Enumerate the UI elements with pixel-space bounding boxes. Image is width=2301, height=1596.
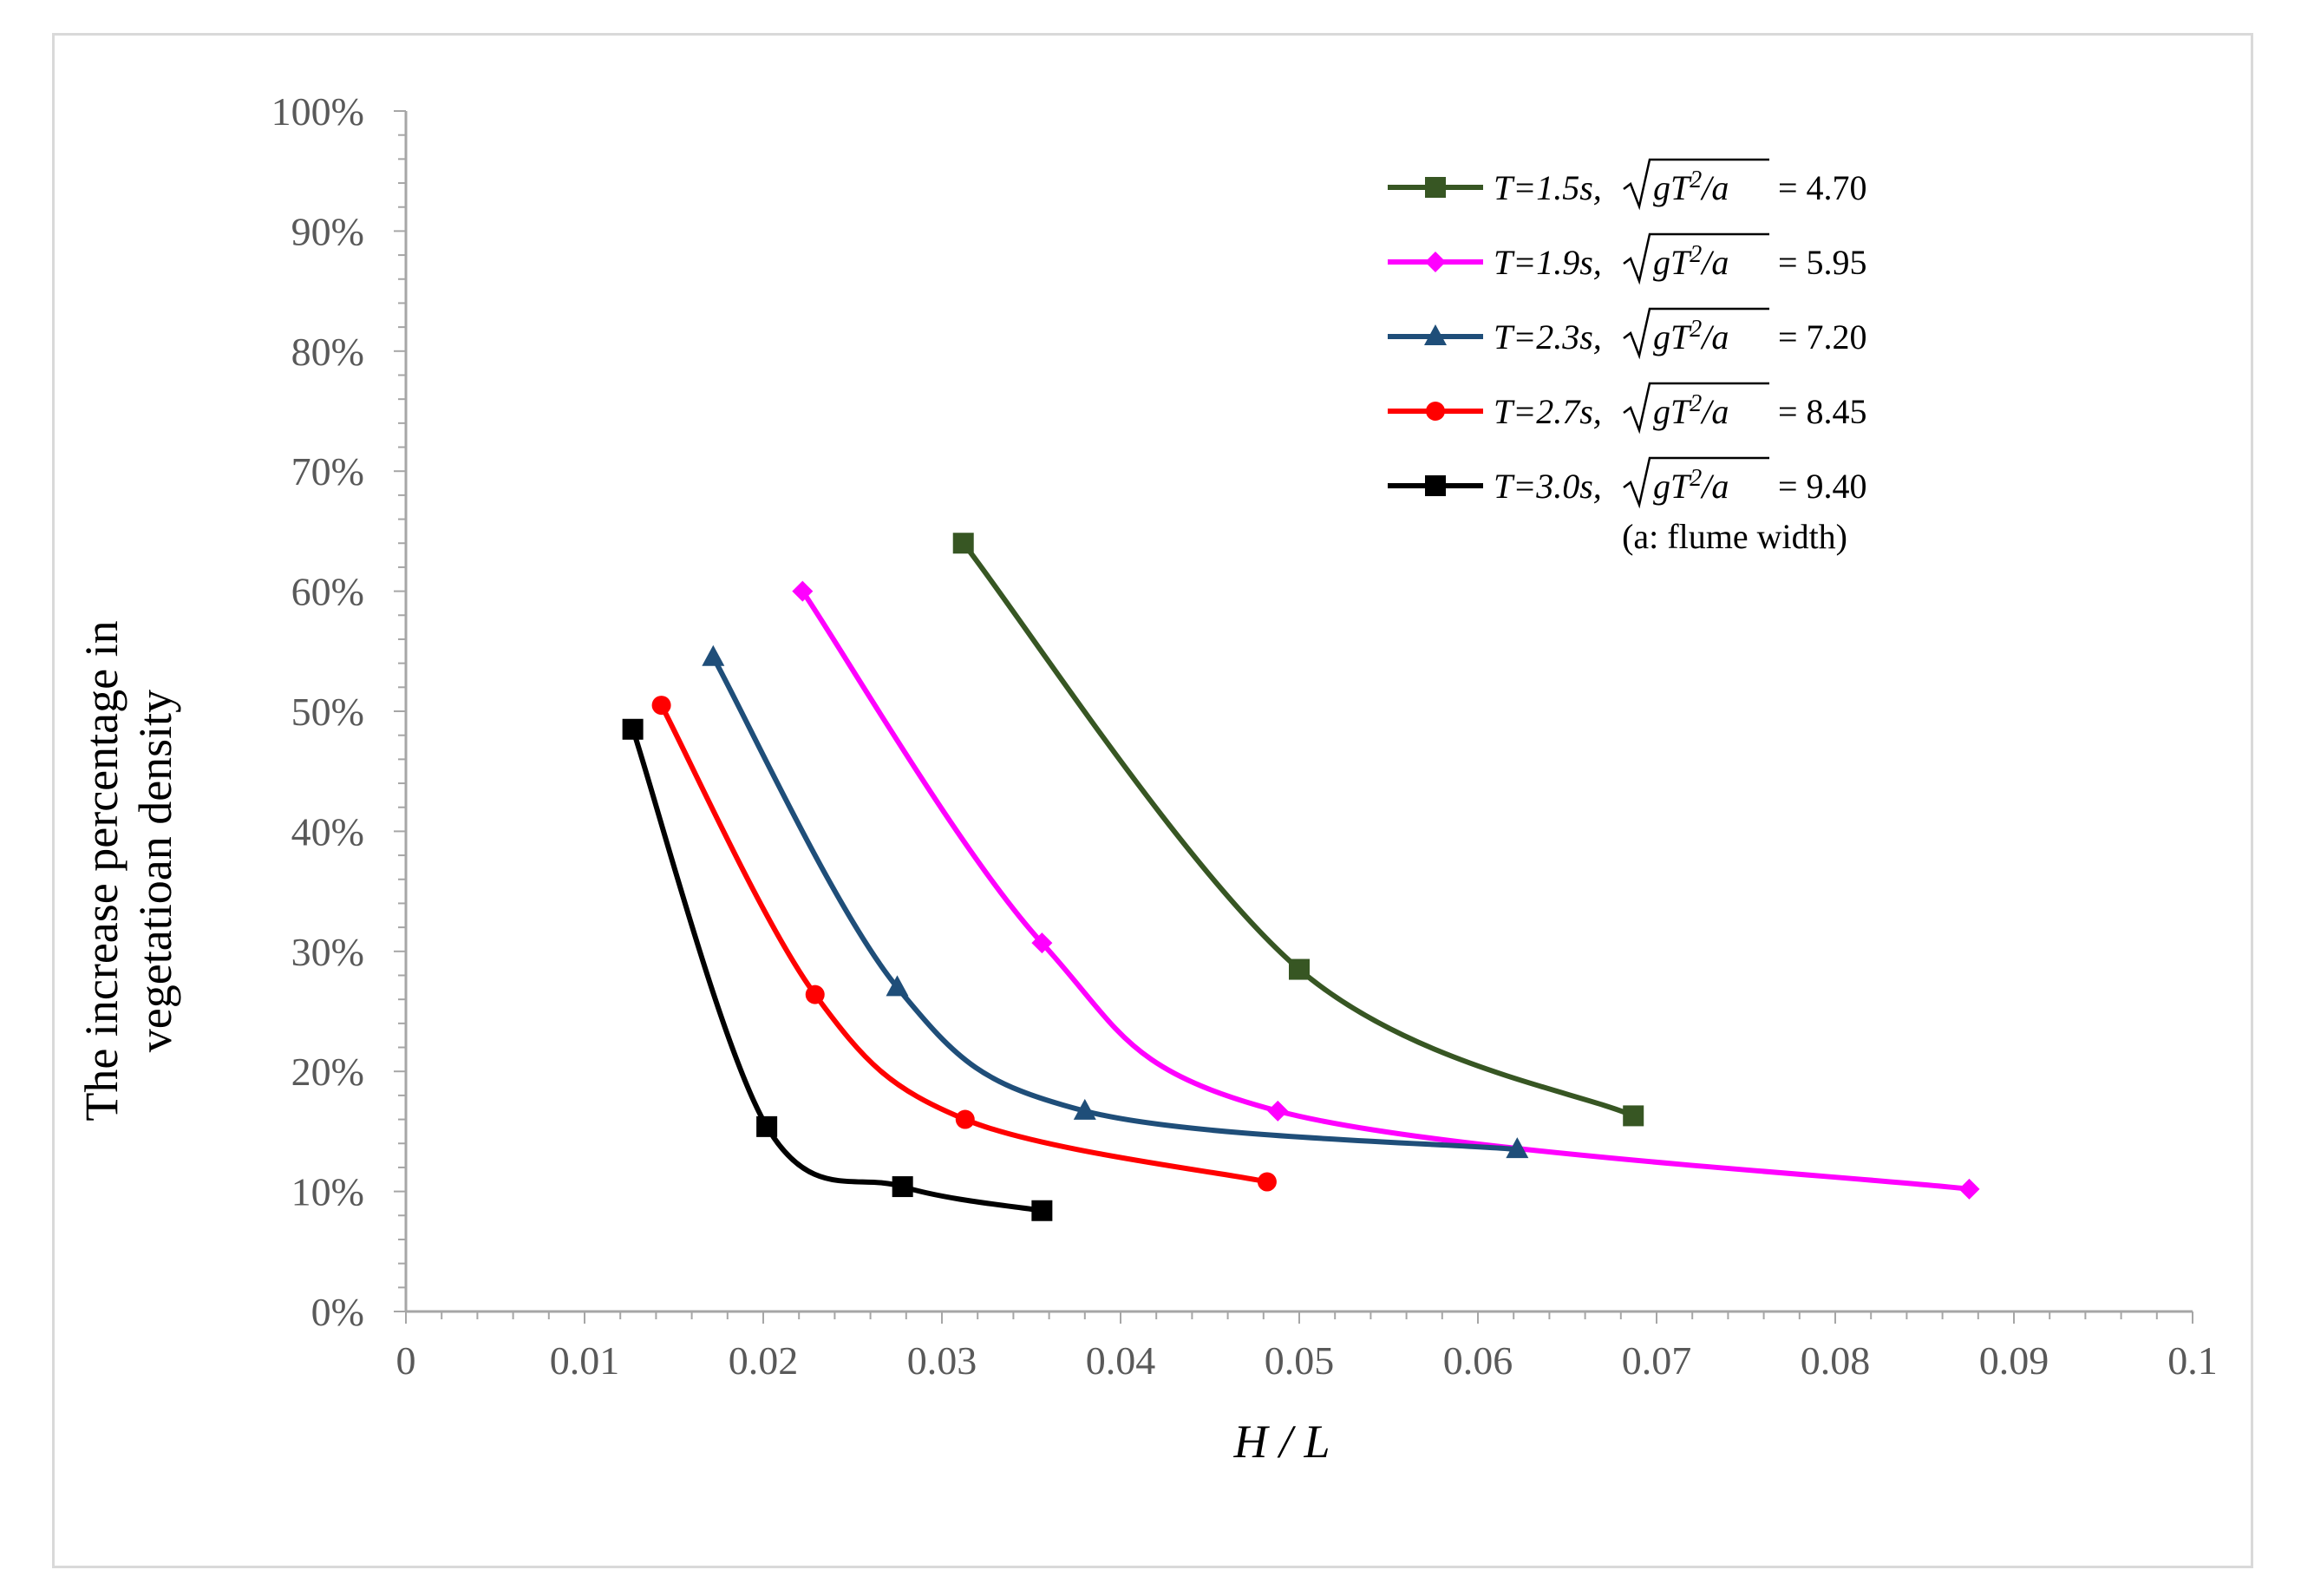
sqrt-icon: [1623, 307, 1769, 360]
series-5: [622, 718, 1053, 1221]
legend-formula: gT2/a: [1653, 316, 1729, 356]
legend-formula: gT2/a: [1653, 465, 1729, 506]
legend-entry: T=2.3s, gT2/a = 7.20: [1388, 307, 1867, 360]
legend-formula: gT2/a: [1653, 390, 1729, 431]
legend-value: = 4.70: [1778, 168, 1867, 207]
legend-entry: T=1.9s, gT2/a = 5.95: [1388, 232, 1867, 285]
data-point: [756, 1115, 778, 1137]
data-point: [622, 718, 644, 740]
x-tick-label: 0.02: [729, 1338, 799, 1383]
data-point: [1031, 932, 1053, 954]
data-point: [1506, 1137, 1529, 1159]
series-line: [800, 589, 1970, 1192]
data-point: [1257, 1172, 1277, 1192]
legend-note: (a: flume width): [1622, 517, 1847, 556]
axes: 0 0.01 0.02 0.03 0.04 0.05 0.06 0.07 0.08 0.09 0.1…: [271, 89, 2218, 1383]
y-tick-label: 70%: [291, 449, 364, 494]
y-tick-label: 60%: [291, 570, 364, 614]
legend-entry: T=2.7s, gT2/a = 8.45: [1388, 382, 1867, 435]
sqrt-icon: [1623, 158, 1769, 211]
series-layer: [622, 533, 1980, 1221]
legend-entry: T=1.5s, gT2/a = 4.70: [1388, 158, 1867, 211]
x-tick-label: 0.08: [1801, 1338, 1871, 1383]
legend-marker: [1426, 402, 1445, 421]
data-point: [1958, 1178, 1980, 1200]
y-axis-title-line-1: The increase percentage in: [75, 620, 127, 1121]
legend: T=1.5s, gT2/a = 4.70 T=1.9s, gT2/a = 5.95 T=2.…: [1388, 158, 1867, 556]
legend-value: = 9.40: [1778, 467, 1867, 506]
x-tick-label: 0.04: [1086, 1338, 1156, 1383]
series-line: [658, 703, 1268, 1185]
y-tick-label: 30%: [291, 930, 364, 974]
data-point: [805, 984, 825, 1004]
series-2: [792, 580, 1980, 1200]
legend-period: T=2.7s,: [1494, 392, 1602, 431]
legend-period: T=1.9s,: [1494, 243, 1602, 282]
series-line: [961, 541, 1635, 1119]
legend-formula: gT2/a: [1653, 241, 1729, 282]
x-axis-title: H / L: [1232, 1416, 1330, 1468]
data-point: [886, 975, 909, 997]
x-tick-label: 0.06: [1443, 1338, 1513, 1383]
data-point: [651, 696, 671, 716]
legend-value: = 8.45: [1778, 392, 1867, 431]
y-tick-label: 100%: [271, 89, 364, 134]
y-tick-label: 20%: [291, 1050, 364, 1094]
legend-value: = 5.95: [1778, 243, 1867, 282]
series-line: [710, 656, 1518, 1153]
y-tick-label: 40%: [291, 809, 364, 854]
data-point: [1623, 1105, 1644, 1127]
y-axis-title-line-2: vegetatioan density: [129, 690, 181, 1052]
x-tick-label: 0.1: [2167, 1338, 2218, 1383]
x-tick-label: 0.07: [1622, 1338, 1692, 1383]
legend-period: T=3.0s,: [1494, 467, 1602, 506]
legend-marker: [1425, 177, 1446, 198]
data-point: [1289, 958, 1310, 980]
data-point: [955, 1109, 975, 1129]
x-tick-label: 0.03: [907, 1338, 977, 1383]
data-point: [702, 644, 725, 666]
legend-marker: [1425, 252, 1446, 272]
legend-marker: [1425, 475, 1446, 496]
y-tick-label: 0%: [311, 1290, 364, 1334]
sqrt-icon: [1623, 232, 1769, 285]
data-point: [1073, 1098, 1096, 1120]
data-point: [952, 533, 974, 554]
legend-entry: T=3.0s, gT2/a = 9.40: [1388, 456, 1867, 509]
data-point: [792, 580, 814, 602]
y-tick-label: 10%: [291, 1170, 364, 1214]
series-1: [952, 533, 1644, 1127]
legend-period: T=2.3s,: [1494, 317, 1602, 356]
sqrt-icon: [1623, 456, 1769, 509]
legend-value: = 7.20: [1778, 317, 1867, 356]
sqrt-icon: [1623, 382, 1769, 435]
x-tick-label: 0.01: [550, 1338, 620, 1383]
y-tick-label: 80%: [291, 330, 364, 374]
legend-period: T=1.5s,: [1494, 168, 1602, 207]
y-tick-label: 90%: [291, 209, 364, 253]
y-tick-label: 50%: [291, 690, 364, 734]
legend-formula: gT2/a: [1653, 167, 1729, 207]
data-point: [1267, 1100, 1289, 1122]
data-point: [1031, 1200, 1053, 1221]
x-tick-label: 0: [396, 1338, 416, 1383]
series-3: [702, 644, 1529, 1159]
x-tick-label: 0.09: [1979, 1338, 2049, 1383]
x-tick-label: 0.05: [1265, 1338, 1335, 1383]
legend-marker: [1424, 324, 1447, 345]
series-4: [651, 696, 1277, 1192]
series-line: [630, 728, 1043, 1213]
data-point: [892, 1176, 913, 1198]
